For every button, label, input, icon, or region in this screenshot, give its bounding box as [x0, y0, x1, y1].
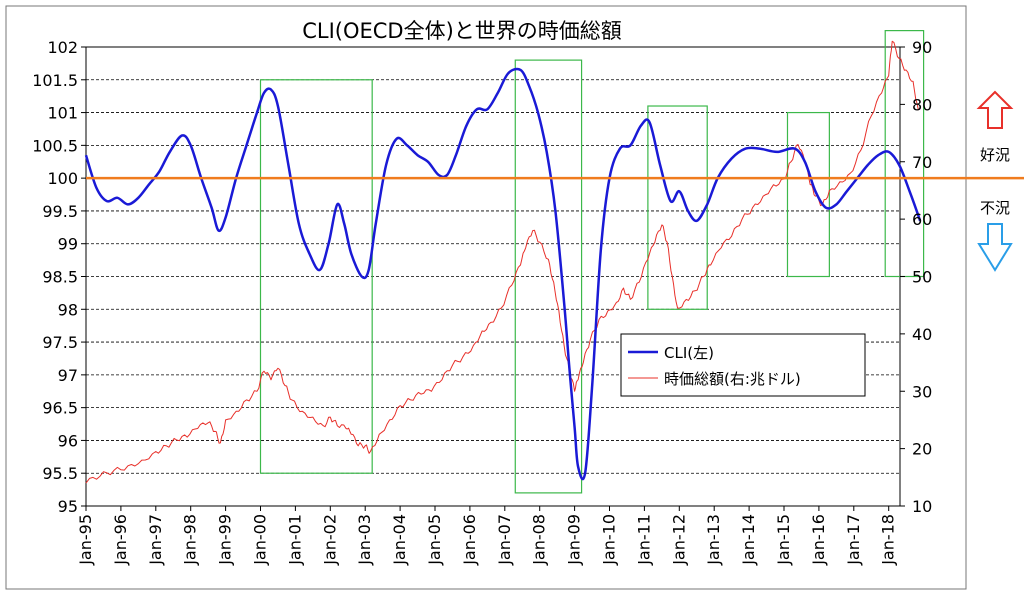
highlight-box: [647, 105, 708, 310]
x-tick-label: Jan-00: [251, 514, 270, 566]
y-axis-left: 95 95.5 96 96.5 97 97.5 98 98.5 99 99.5 100 100.5 10…: [32, 38, 86, 516]
y-right-tick-label: 50: [912, 268, 932, 287]
y-left-tick-label: 96.5: [42, 399, 78, 418]
y-right-tick-label: 80: [912, 95, 932, 114]
x-tick-label: Jan-17: [844, 514, 863, 566]
x-tick-label: Jan-02: [320, 514, 339, 566]
y-axis-right: 10 20 30 40 50 60 70 80 90: [900, 38, 932, 516]
y-left-tick-label: 97.5: [42, 333, 78, 352]
y-right-tick-label: 60: [912, 210, 932, 229]
x-tick-label: Jan-03: [355, 514, 374, 566]
chart-border: [5, 5, 967, 590]
series-line-cli: [84, 67, 922, 481]
series-lines: [84, 40, 922, 484]
x-tick-label: Jan-97: [146, 514, 165, 566]
x-tick-label: Jan-04: [390, 514, 409, 566]
y-left-tick-label: 99.5: [42, 202, 78, 221]
y-left-tick-label: 95: [58, 497, 78, 516]
chart-title: CLI(OECD全体)と世界の時価総額: [302, 19, 622, 43]
y-left-tick-label: 101.5: [32, 71, 78, 90]
y-left-tick-label: 95.5: [42, 464, 78, 483]
y-left-tick-label: 97: [58, 366, 78, 385]
boom-indicator: 好況: [976, 90, 1014, 164]
legend-box: [620, 333, 866, 397]
y-right-tick-label: 10: [912, 497, 932, 516]
x-tick-label: Jan-99: [216, 514, 235, 566]
y-right-tick-label: 70: [912, 153, 932, 172]
y-left-tick-label: 100.5: [32, 136, 78, 155]
x-tick-label: Jan-16: [809, 514, 828, 566]
y-left-tick-label: 99: [58, 235, 78, 254]
boom-label: 好況: [980, 146, 1010, 164]
x-tick-label: Jan-13: [704, 514, 723, 566]
x-axis: Jan-95 Jan-96 Jan-97 Jan-98 Jan-99 Jan-00 Jan-…: [76, 506, 898, 566]
y-left-tick-label: 96: [58, 431, 78, 450]
highlight-box: [786, 111, 830, 278]
x-tick-label: Jan-96: [111, 514, 130, 566]
y-right-tick-label: 30: [912, 382, 932, 401]
y-left-tick-label: 100: [47, 169, 78, 188]
series-line-market-cap: [85, 40, 919, 484]
x-tick-label: Jan-06: [460, 514, 479, 566]
legend: CLI(左) 時価総額(右:兆ドル): [620, 333, 866, 397]
y-right-tick-label: 20: [912, 440, 932, 459]
y-right-tick-label: 40: [912, 325, 932, 344]
x-tick-label: Jan-08: [530, 514, 549, 566]
down-arrow-icon: [977, 223, 1013, 272]
x-tick-label: Jan-18: [879, 514, 898, 566]
highlight-box: [259, 79, 373, 474]
y-left-tick-label: 101: [47, 104, 78, 123]
y-left-tick-label: 98: [58, 300, 78, 319]
x-tick-label: Jan-11: [634, 514, 653, 566]
x-tick-label: Jan-10: [600, 514, 619, 566]
y-right-tick-label: 90: [912, 38, 932, 57]
x-tick-label: Jan-07: [495, 514, 514, 566]
y-left-tick-label: 98.5: [42, 268, 78, 287]
x-tick-label: Jan-95: [76, 514, 95, 566]
x-tick-label: Jan-01: [285, 514, 304, 566]
bust-indicator: 不況: [977, 199, 1013, 272]
x-tick-label: Jan-09: [565, 514, 584, 566]
x-tick-label: Jan-12: [669, 514, 688, 566]
up-arrow-icon: [976, 90, 1014, 129]
y-left-tick-label: 102: [47, 38, 78, 57]
legend-label-cli: CLI(左): [664, 344, 714, 362]
x-tick-label: Jan-14: [739, 514, 758, 566]
bust-label: 不況: [980, 199, 1010, 217]
x-tick-label: Jan-15: [774, 514, 793, 566]
x-tick-label: Jan-05: [425, 514, 444, 566]
x-tick-label: Jan-98: [181, 514, 200, 566]
legend-label-market-cap: 時価総額(右:兆ドル): [664, 370, 801, 388]
